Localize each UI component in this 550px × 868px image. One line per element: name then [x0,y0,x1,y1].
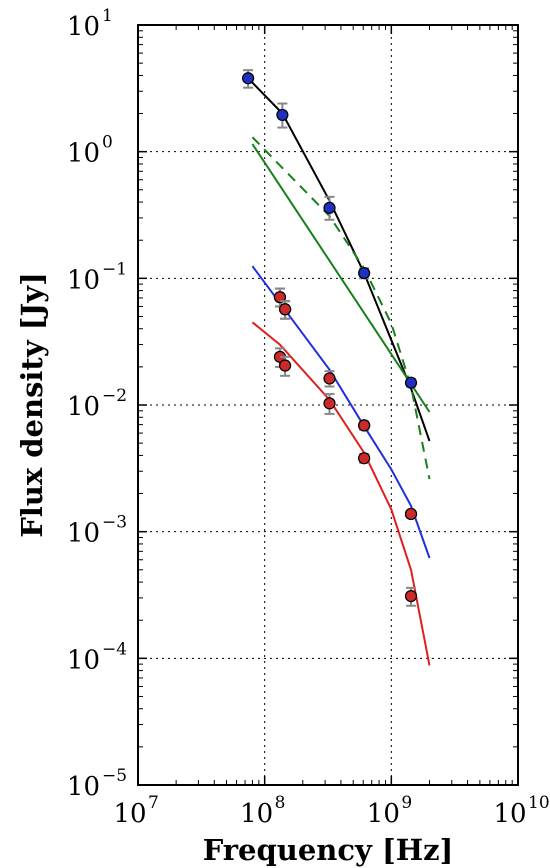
data-point [358,266,371,280]
data-point [358,419,371,432]
x-axis-title: Frequency [Hz] [203,833,454,867]
data-point [279,303,292,316]
y-tick-exponent: −5 [102,766,127,786]
y-tick-exponent: 0 [102,133,113,153]
y-tick-label: 10 [67,645,100,675]
data-point [323,201,336,214]
x-tick-label: 10 [367,799,400,829]
y-axis-title: Flux density [Jy] [15,272,49,538]
data-point [279,359,292,372]
x-tick-exponent: 10 [528,793,550,813]
x-tick-exponent: 8 [275,793,286,813]
y-tick-label: 10 [67,12,100,42]
model-curve [251,143,431,413]
y-tick-label: 10 [67,139,100,169]
y-tick-exponent: 1 [102,6,113,26]
data-point [323,372,336,385]
grid [138,25,518,785]
data-point [404,507,418,521]
data-point [404,589,418,603]
model-curve [251,136,431,480]
model-curves [247,77,431,666]
y-tick-exponent: −3 [102,513,127,533]
y-tick-exponent: −4 [102,639,127,659]
x-tick-exponent: 7 [148,793,159,813]
data-points [242,69,418,607]
data-point [323,397,336,410]
x-tick-label: 10 [113,799,146,829]
data-point [276,108,289,122]
y-tick-exponent: −1 [102,259,127,279]
x-tick-labels: 10 7 10 8 10 9 10 10 [113,793,549,829]
data-point [273,291,287,304]
y-tick-label: 10 [67,772,100,802]
y-tick-exponent: −2 [102,386,127,406]
x-tick-label: 10 [240,799,273,829]
axis-ticks [137,24,519,786]
data-point [404,376,418,389]
y-tick-label: 10 [67,392,100,422]
y-tick-label: 10 [67,519,100,549]
x-tick-exponent: 9 [401,793,412,813]
model-curve [251,321,431,666]
data-point [358,452,371,465]
x-tick-label: 10 [493,799,526,829]
model-curve [251,265,431,559]
y-tick-label: 10 [67,265,100,295]
data-point [242,72,255,85]
